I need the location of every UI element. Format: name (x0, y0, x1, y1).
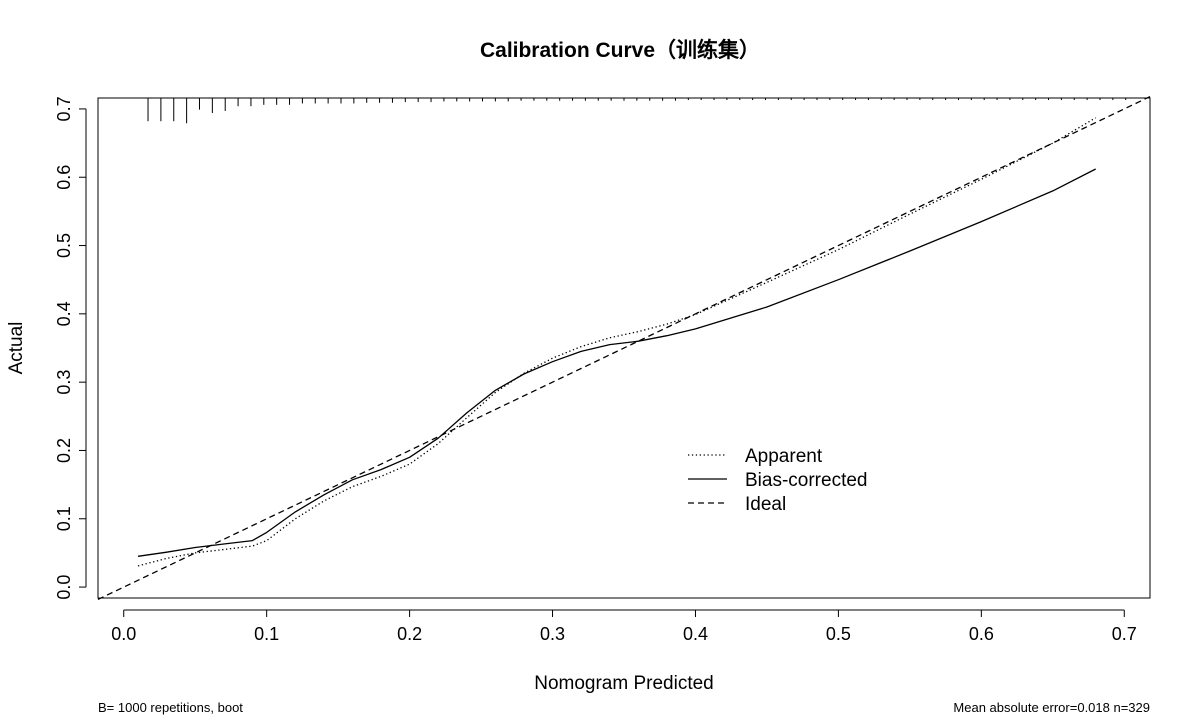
series-line-apparent (137, 117, 1097, 567)
y-tick-label: 0.4 (54, 301, 74, 326)
y-tick-label: 0.6 (54, 165, 74, 190)
x-tick-label: 0.2 (397, 624, 422, 644)
y-axis-label: Actual (6, 322, 27, 375)
series-lines (97, 96, 1151, 600)
x-tick-label: 0.6 (969, 624, 994, 644)
x-tick-label: 0.3 (540, 624, 565, 644)
x-tick-label: 0.7 (1112, 624, 1137, 644)
x-tick-label: 0.4 (683, 624, 708, 644)
legend: Apparent Bias-corrected Ideal (688, 446, 868, 515)
x-tick-label: 0.5 (826, 624, 851, 644)
footnote-mean-absolute-error: Mean absolute error=0.018 n=329 (953, 700, 1150, 715)
rug-ticks (147, 98, 1127, 124)
x-axis: 0.0 0.1 0.2 0.3 0.4 0.5 0.6 0.7 (111, 609, 1137, 644)
y-tick-label: 0.7 (54, 96, 74, 121)
y-axis: 0.0 0.1 0.2 0.3 0.4 0.5 0.6 0.7 (54, 96, 87, 600)
y-tick-label: 0.1 (54, 506, 74, 531)
y-tick-label: 0.3 (54, 370, 74, 395)
legend-label-apparent: Apparent (745, 446, 823, 467)
legend-label-bias-corrected: Bias-corrected (745, 470, 868, 491)
x-tick-label: 0.1 (254, 624, 279, 644)
series-line-bias-corrected (137, 168, 1096, 557)
series-line-ideal (97, 96, 1151, 600)
y-tick-label: 0.2 (54, 438, 74, 463)
y-tick-label: 0.0 (54, 575, 74, 600)
footnote-repetitions: B= 1000 repetitions, boot (98, 700, 243, 715)
chart-title: Calibration Curve（训练集） (480, 38, 760, 62)
x-tick-label: 0.0 (111, 624, 136, 644)
legend-label-ideal: Ideal (745, 494, 786, 515)
x-axis-label: Nomogram Predicted (534, 673, 714, 694)
y-tick-label: 0.5 (54, 233, 74, 258)
